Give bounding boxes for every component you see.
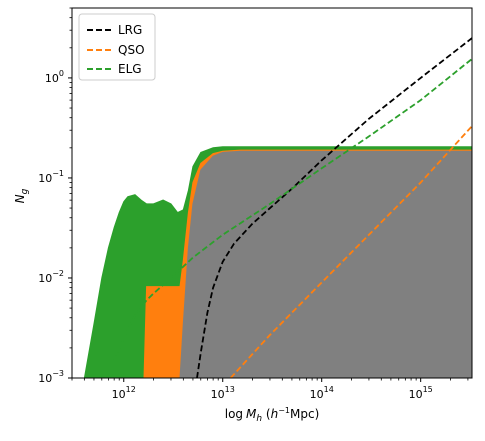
y-tick-label-0: 100 xyxy=(45,69,64,85)
x-tick-label-13: 1013 xyxy=(211,385,235,401)
y-tick-label--1: 10−1 xyxy=(38,169,64,185)
legend-label-lrg: LRG xyxy=(118,23,142,37)
y-tick-label--3: 10−3 xyxy=(38,369,64,385)
legend-label-elg: ELG xyxy=(118,62,142,76)
lines-layer xyxy=(107,37,472,378)
x-axis-label: log Mh (h−1Mpc) xyxy=(225,406,320,424)
x-tick-label-12: 1012 xyxy=(112,385,136,401)
legend: LRG QSO ELG xyxy=(78,13,156,81)
band-lrg xyxy=(179,150,472,378)
plot-frame xyxy=(71,7,473,379)
x-tick-label-14: 1014 xyxy=(310,385,334,401)
y-tick-label--2: 10−2 xyxy=(38,269,64,285)
y-axis-label: Ng xyxy=(13,188,30,203)
series-line-elg xyxy=(107,58,472,378)
ticks-layer: 1012 1013 1014 1015 10−3 10−2 10−1 100 xyxy=(38,7,469,401)
series-line-qso xyxy=(229,125,472,378)
x-tick-label-15: 1015 xyxy=(409,385,433,401)
bands-layer xyxy=(83,146,472,378)
legend-label-qso: QSO xyxy=(118,43,145,57)
series-line-lrg xyxy=(196,37,472,378)
